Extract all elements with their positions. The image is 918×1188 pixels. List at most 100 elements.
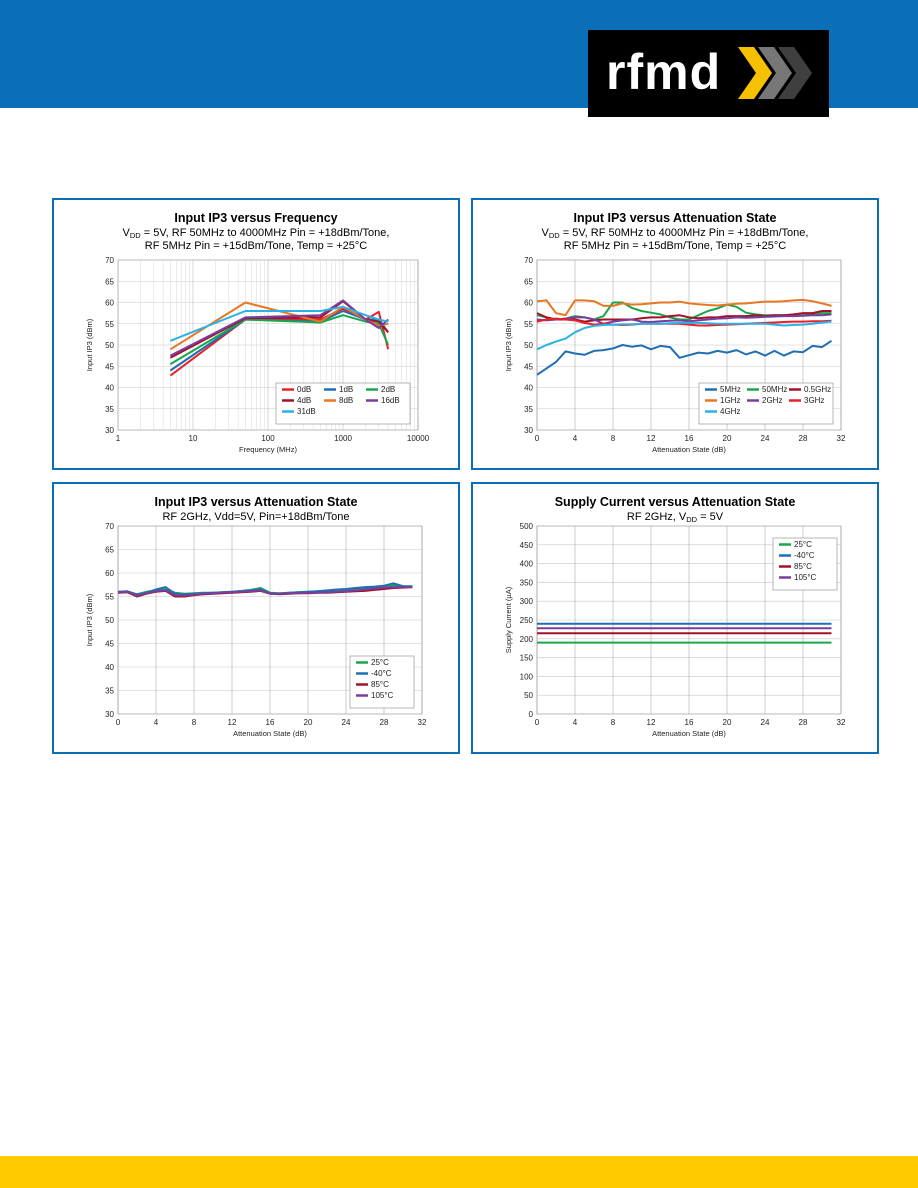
c0-legend-label: 8dB <box>339 396 353 405</box>
c1-series-2GHz-line <box>536 313 832 325</box>
c1-ytick-label: 50 <box>524 341 533 350</box>
c1-ytick-label: 55 <box>524 320 533 329</box>
c2-ytick-label: 65 <box>105 546 114 555</box>
c1-ytick-label: 60 <box>524 299 533 308</box>
c1-subtitle-1: RF 5MHz Pin = +15dBm/Tone, Temp = +25°C <box>564 240 787 252</box>
chart-panel-iip3-vs-attenuation: Input IP3 versus Attenuation State VDD = … <box>471 198 879 470</box>
c3-title: Supply Current versus Attenuation State <box>555 495 796 509</box>
c0-subtitle-1: RF 5MHz Pin = +15dBm/Tone, Temp = +25°C <box>145 240 368 252</box>
c3-ylabel: Supply Current (µA) <box>504 586 513 653</box>
chevrons-icon <box>738 47 812 99</box>
c1-xtick-label: 24 <box>761 434 770 443</box>
c2-ytick-label: 55 <box>105 593 114 602</box>
c1-xtick-label: 20 <box>723 434 732 443</box>
c2-series-105C-line <box>117 586 413 597</box>
c0-series-31dB-line <box>170 305 389 342</box>
c3-gridlines <box>536 525 842 715</box>
c3-ytick-label: 350 <box>520 578 534 587</box>
c0-series-2dB-line <box>169 314 390 365</box>
c2-xtick-label: 20 <box>304 718 313 727</box>
c3-legend-label: -40°C <box>794 551 815 560</box>
rfmd-logo: rfmd <box>588 30 829 117</box>
c0-ytick-label: 55 <box>105 320 114 329</box>
c2-xtick-label: 28 <box>380 718 389 727</box>
chart-iip3-vs-attenuation-temp: Input IP3 versus Attenuation State RF 2GH… <box>85 495 427 738</box>
c1-ytick-label: 35 <box>524 405 533 414</box>
c3-ytick-label: 450 <box>520 541 534 550</box>
c1-xtick-label: 4 <box>573 434 578 443</box>
c1-legend-label: 3GHz <box>804 396 824 405</box>
c1-xtick-label: 8 <box>611 434 616 443</box>
c1-series-1GHz-line <box>536 298 832 317</box>
c0-ytick-label: 60 <box>105 299 114 308</box>
c3-legend: 25°C -40°C 85°C 105°C <box>772 537 838 591</box>
c2-xtick-label: 16 <box>266 718 275 727</box>
c3-xtick-label: 28 <box>799 718 808 727</box>
c2-ytick-label: 70 <box>105 522 114 531</box>
c2-ytick-label: 40 <box>105 663 114 672</box>
c2-subtitle-0: RF 2GHz, Vdd=5V, Pin=+18dBm/Tone <box>162 511 349 523</box>
c2-ytick-label: 60 <box>105 569 114 578</box>
c2-xtick-label: 24 <box>342 718 351 727</box>
c3-ytick-label: 300 <box>520 597 534 606</box>
c0-legend-label: 0dB <box>297 385 311 394</box>
c0-xlabel: Frequency (MHz) <box>239 445 297 454</box>
c1-legend-label: 50MHz <box>762 385 787 394</box>
c0-ytick-label: 40 <box>105 384 114 393</box>
c3-xtick-label: 20 <box>723 718 732 727</box>
c1-xtick-label: 0 <box>535 434 540 443</box>
c1-xtick-label: 28 <box>799 434 808 443</box>
c2-xtick-label: 4 <box>154 718 159 727</box>
c0-xtick-label: 100 <box>261 434 275 443</box>
c3-xtick-label: 12 <box>647 718 656 727</box>
c0-xtick-label: 1 <box>116 434 121 443</box>
c1-ytick-label: 30 <box>524 426 533 435</box>
c2-legend-label: 85°C <box>371 680 389 689</box>
c1-series-3GHz-line <box>536 317 832 327</box>
c0-xtick-label: 10000 <box>407 434 430 443</box>
c1-subtitle-0: VDD = 5V, RF 50MHz to 4000MHz Pin = +18d… <box>542 227 809 240</box>
c2-ytick-label: 45 <box>105 640 114 649</box>
c2-xtick-label: 12 <box>228 718 237 727</box>
chart-panel-iip3-vs-frequency: Input IP3 versus Frequency VDD = 5V, RF 5… <box>52 198 460 470</box>
c1-legend-label: 1GHz <box>720 396 740 405</box>
chart-iip3-vs-attenuation: Input IP3 versus Attenuation State VDD = … <box>504 211 846 454</box>
c1-title: Input IP3 versus Attenuation State <box>573 211 776 225</box>
logo-text: rfmd <box>606 44 722 100</box>
c2-legend-label: 105°C <box>371 691 394 700</box>
c3-ytick-label: 100 <box>520 672 534 681</box>
c3-xtick-label: 0 <box>535 718 540 727</box>
c1-legend-label: 0.5GHz <box>804 385 831 394</box>
c3-legend-label: 25°C <box>794 540 812 549</box>
c3-xtick-label: 16 <box>685 718 694 727</box>
c3-xtick-label: 24 <box>761 718 770 727</box>
c2-legend-label: -40°C <box>371 669 392 678</box>
c0-xtick-label: 1000 <box>334 434 352 443</box>
chart-supply-current: Supply Current versus Attenuation State R… <box>504 495 846 738</box>
c1-ytick-label: 70 <box>524 256 533 265</box>
c3-ytick-label: 500 <box>520 522 534 531</box>
c2-xtick-label: 0 <box>116 718 121 727</box>
c2-xlabel: Attenuation State (dB) <box>233 729 307 738</box>
c3-ytick-label: 400 <box>520 560 534 569</box>
c0-ylabel: Input IP3 (dBm) <box>85 318 94 371</box>
c1-ytick-label: 65 <box>524 277 533 286</box>
c0-legend-label: 1dB <box>339 385 353 394</box>
c3-ytick-label: 200 <box>520 635 534 644</box>
chart-iip3-vs-frequency: Input IP3 versus Frequency VDD = 5V, RF 5… <box>85 211 430 454</box>
c1-xlabel: Attenuation State (dB) <box>652 445 726 454</box>
chart-panel-supply-current: Supply Current versus Attenuation State R… <box>471 482 879 754</box>
c2-legend: 25°C -40°C 85°C 105°C <box>349 655 415 709</box>
c3-xtick-label: 4 <box>573 718 578 727</box>
c2-title: Input IP3 versus Attenuation State <box>154 495 357 509</box>
c1-legend-label: 2GHz <box>762 396 782 405</box>
c3-xtick-label: 32 <box>837 718 846 727</box>
c1-xtick-label: 32 <box>837 434 846 443</box>
c0-ytick-label: 65 <box>105 277 114 286</box>
c3-legend-label: 85°C <box>794 562 812 571</box>
c1-ytick-label: 45 <box>524 362 533 371</box>
c0-subtitle-0: VDD = 5V, RF 50MHz to 4000MHz Pin = +18d… <box>123 227 390 240</box>
c2-xtick-label: 32 <box>418 718 427 727</box>
c3-ytick-label: 50 <box>524 691 533 700</box>
c3-legend-label: 105°C <box>794 573 817 582</box>
